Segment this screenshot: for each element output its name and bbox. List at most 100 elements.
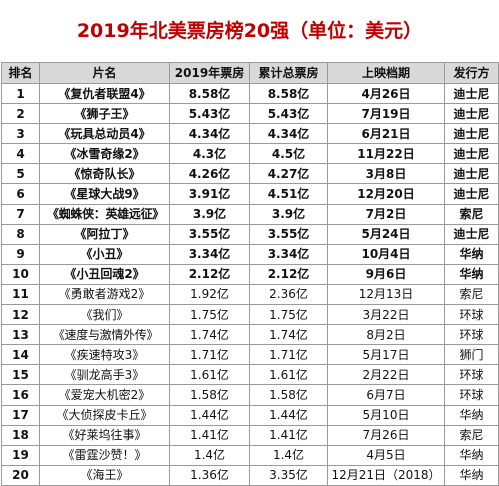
- cell-gross-2019: 4.3亿: [169, 143, 250, 165]
- cell-distributor: 索尼: [444, 203, 499, 225]
- header-film: 片名: [39, 62, 170, 84]
- table-row: 9 《小丑》 3.34亿 3.34亿 10月4日 华纳: [1, 243, 499, 265]
- table-row: 11 《勇敢者游戏2》 1.92亿 2.36亿 12月13日 索尼: [1, 283, 499, 306]
- cell-distributor: 迪士尼: [444, 183, 499, 205]
- cell-distributor: 迪士尼: [444, 123, 499, 145]
- cell-release-date: 4月5日: [327, 444, 445, 466]
- table-row: 10 《小丑回魂2》 2.12亿 2.12亿 9月6日 华纳: [1, 263, 499, 285]
- cell-total-gross: 1.4亿: [249, 444, 328, 466]
- cell-total-gross: 1.44亿: [249, 404, 328, 426]
- table-row: 20 《海王》 1.36亿 3.35亿 12月21日（2018） 华纳: [1, 464, 499, 486]
- cell-total-gross: 2.36亿: [249, 283, 328, 306]
- cell-distributor: 索尼: [444, 424, 499, 446]
- cell-release-date: 8月2日: [327, 324, 445, 346]
- cell-gross-2019: 1.71亿: [169, 344, 250, 366]
- cell-gross-2019: 1.75亿: [169, 304, 250, 326]
- cell-rank: 11: [1, 283, 40, 306]
- cell-release-date: 7月26日: [327, 424, 445, 446]
- cell-rank: 8: [1, 223, 40, 245]
- cell-gross-2019: 4.34亿: [169, 123, 250, 145]
- cell-distributor: 狮门: [444, 344, 499, 366]
- cell-rank: 1: [1, 82, 40, 105]
- cell-total-gross: 3.35亿: [249, 464, 328, 486]
- cell-gross-2019: 8.58亿: [169, 82, 250, 105]
- cell-rank: 2: [1, 103, 40, 125]
- cell-rank: 16: [1, 384, 40, 406]
- cell-rank: 3: [1, 123, 40, 145]
- table-row: 4 《冰雪奇缘2》 4.3亿 4.5亿 11月22日 迪士尼: [1, 143, 499, 165]
- cell-release-date: 5月17日: [327, 344, 445, 366]
- cell-total-gross: 1.58亿: [249, 384, 328, 406]
- cell-release-date: 6月21日: [327, 123, 445, 145]
- header-row: 排名 片名 2019年票房 累计总票房 上映档期 发行方: [1, 62, 499, 84]
- table-row: 16 《爱宠大机密2》 1.58亿 1.58亿 6月7日 环球: [1, 384, 499, 406]
- cell-release-date: 2月22日: [327, 364, 445, 386]
- cell-rank: 20: [1, 464, 40, 486]
- cell-total-gross: 2.12亿: [249, 263, 328, 285]
- cell-film: 《勇敢者游戏2》: [39, 283, 170, 306]
- header-gross-2019: 2019年票房: [169, 62, 250, 84]
- cell-rank: 19: [1, 444, 40, 466]
- cell-gross-2019: 1.4亿: [169, 444, 250, 466]
- cell-film: 《冰雪奇缘2》: [39, 143, 170, 165]
- cell-distributor: 迪士尼: [444, 223, 499, 245]
- cell-gross-2019: 1.58亿: [169, 384, 250, 406]
- cell-gross-2019: 1.44亿: [169, 404, 250, 426]
- cell-distributor: 环球: [444, 324, 499, 346]
- cell-gross-2019: 1.74亿: [169, 324, 250, 346]
- cell-release-date: 12月13日: [327, 283, 445, 306]
- cell-release-date: 3月22日: [327, 304, 445, 326]
- cell-total-gross: 1.61亿: [249, 364, 328, 386]
- cell-gross-2019: 3.34亿: [169, 243, 250, 265]
- cell-distributor: 环球: [444, 364, 499, 386]
- cell-film: 《小丑》: [39, 243, 170, 265]
- cell-film: 《玩具总动员4》: [39, 123, 170, 145]
- cell-total-gross: 4.34亿: [249, 123, 328, 145]
- cell-rank: 6: [1, 183, 40, 205]
- table-row: 7 《蜘蛛侠：英雄远征》 3.9亿 3.9亿 7月2日 索尼: [1, 203, 499, 225]
- cell-release-date: 5月24日: [327, 223, 445, 245]
- cell-distributor: 迪士尼: [444, 163, 499, 185]
- cell-distributor: 索尼: [444, 283, 499, 306]
- cell-film: 《复仇者联盟4》: [39, 82, 170, 105]
- table-row: 2 《狮子王》 5.43亿 5.43亿 7月19日 迪士尼: [1, 103, 499, 125]
- cell-gross-2019: 3.91亿: [169, 183, 250, 205]
- cell-rank: 10: [1, 263, 40, 285]
- page-title: 2019年北美票房榜20强（单位：美元）: [76, 20, 423, 42]
- cell-distributor: 华纳: [444, 444, 499, 466]
- cell-release-date: 5月10日: [327, 404, 445, 426]
- cell-distributor: 迪士尼: [444, 103, 499, 125]
- cell-film: 《蜘蛛侠：英雄远征》: [39, 203, 170, 225]
- cell-film: 《阿拉丁》: [39, 223, 170, 245]
- cell-film: 《海王》: [39, 464, 170, 486]
- cell-gross-2019: 1.41亿: [169, 424, 250, 446]
- cell-release-date: 11月22日: [327, 143, 445, 165]
- cell-film: 《小丑回魂2》: [39, 263, 170, 285]
- table-row: 8 《阿拉丁》 3.55亿 3.55亿 5月24日 迪士尼: [1, 223, 499, 245]
- cell-gross-2019: 2.12亿: [169, 263, 250, 285]
- cell-rank: 13: [1, 324, 40, 346]
- cell-distributor: 环球: [444, 384, 499, 406]
- cell-release-date: 12月20日: [327, 183, 445, 205]
- cell-gross-2019: 3.9亿: [169, 203, 250, 225]
- cell-gross-2019: 4.26亿: [169, 163, 250, 185]
- cell-film: 《大侦探皮卡丘》: [39, 404, 170, 426]
- cell-release-date: 12月21日（2018）: [327, 464, 445, 486]
- cell-gross-2019: 1.61亿: [169, 364, 250, 386]
- cell-rank: 7: [1, 203, 40, 225]
- cell-total-gross: 8.58亿: [249, 82, 328, 105]
- cell-release-date: 4月26日: [327, 82, 445, 105]
- cell-rank: 5: [1, 163, 40, 185]
- cell-film: 《星球大战9》: [39, 183, 170, 205]
- cell-rank: 4: [1, 143, 40, 165]
- box-office-table: 排名 片名 2019年票房 累计总票房 上映档期 发行方 1 《复仇者联盟4》 8.…: [1, 62, 499, 486]
- cell-rank: 15: [1, 364, 40, 386]
- table-row: 3 《玩具总动员4》 4.34亿 4.34亿 6月21日 迪士尼: [1, 123, 499, 145]
- header-rank: 排名: [1, 62, 40, 84]
- cell-total-gross: 1.71亿: [249, 344, 328, 366]
- table-row: 18 《好莱坞往事》 1.41亿 1.41亿 7月26日 索尼: [1, 424, 499, 446]
- cell-total-gross: 4.51亿: [249, 183, 328, 205]
- table-row: 12 《我们》 1.75亿 1.75亿 3月22日 环球: [1, 304, 499, 326]
- cell-film: 《雷霆沙赞！》: [39, 444, 170, 466]
- cell-rank: 9: [1, 243, 40, 265]
